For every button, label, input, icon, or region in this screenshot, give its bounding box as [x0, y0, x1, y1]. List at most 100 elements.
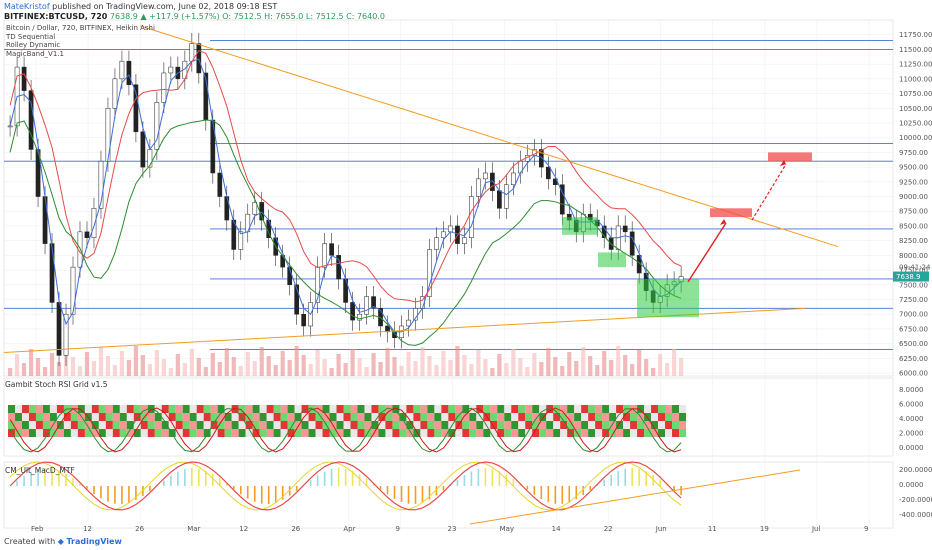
y-tick-label: 6500.00 — [899, 340, 928, 348]
stoch-grid-cell — [8, 405, 15, 413]
stoch-grid-cell — [581, 421, 589, 429]
macd-trendline — [469, 469, 801, 525]
candle-body — [112, 78, 118, 109]
macd-histogram-bar — [93, 486, 95, 494]
macd-pane-label[interactable]: CM_Ult_MacD_MTF — [5, 466, 75, 475]
stoch-grid-cell — [203, 405, 211, 413]
stoch-grid-cell — [63, 421, 71, 429]
volume-bar — [623, 355, 628, 376]
stoch-grid-cell — [210, 405, 218, 413]
stoch-grid-cell — [539, 421, 547, 429]
macd-histogram-bar — [163, 480, 165, 486]
volume-bar — [224, 348, 229, 376]
stoch-grid-cell — [140, 429, 148, 437]
macd-histogram-bar — [386, 486, 389, 495]
stoch-grid-cell — [427, 413, 435, 421]
stoch-grid-cell — [245, 429, 253, 437]
stoch-grid-cell — [616, 429, 624, 437]
stoch-grid-cell — [392, 421, 400, 429]
stoch-grid-cell — [448, 429, 456, 437]
volume-bar — [98, 347, 104, 376]
stoch-grid-cell — [434, 429, 442, 437]
stoch-grid-cell — [490, 413, 498, 421]
volume-bar — [399, 366, 404, 376]
stoch-grid-cell — [126, 421, 134, 429]
y-tick-label: 8250.00 — [899, 237, 928, 245]
symbol-name[interactable]: BITFINEX:BTCUSD, 720 — [4, 12, 108, 21]
volume-bar — [266, 356, 271, 376]
volume-bar — [238, 366, 243, 376]
volume-bar — [455, 346, 460, 376]
stoch-grid-cell — [105, 421, 113, 429]
stoch-grid-cell — [539, 413, 547, 421]
stoch-grid-cell — [154, 421, 162, 429]
macd-histogram-bar — [51, 468, 53, 486]
volume-bar — [259, 347, 264, 376]
stoch-grid-cell — [210, 421, 218, 429]
candle-body — [28, 90, 34, 150]
stoch-grid-cell — [371, 421, 379, 429]
stoch-tick-label: 8.0000 — [899, 386, 924, 394]
stoch-grid-cell — [602, 421, 610, 429]
indicator-label[interactable]: TD Sequential — [6, 32, 56, 41]
macd-signal-line — [9, 461, 682, 511]
x-tick-label: 11 — [708, 525, 717, 533]
footer-brand[interactable]: TradingView — [66, 537, 122, 546]
stoch-grid-cell — [273, 421, 281, 429]
volume-bar — [70, 357, 76, 376]
volume-bar — [378, 362, 383, 376]
macd-histogram-bar — [666, 484, 668, 486]
stoch-grid-cell — [364, 421, 372, 429]
stoch-grid-cell — [273, 405, 281, 413]
macd-histogram-bar — [365, 478, 368, 486]
stoch-grid-cell — [651, 413, 659, 421]
stoch-grid-cell — [658, 429, 666, 437]
red-band-line — [9, 50, 682, 303]
stoch-grid-cell — [308, 421, 316, 429]
stoch-grid-cell — [280, 405, 288, 413]
stoch-grid-cell — [147, 429, 155, 437]
macd-histogram-bar — [274, 486, 277, 503]
macd-histogram-bar — [107, 486, 109, 502]
stoch-grid-cell — [448, 413, 456, 421]
stoch-grid-cell — [511, 413, 519, 421]
macd-histogram-bar — [505, 474, 508, 486]
stoch-grid-cell — [98, 421, 106, 429]
stoch-grid-cell — [329, 413, 337, 421]
stoch-grid-cell — [161, 413, 169, 421]
volume-bar — [490, 368, 495, 376]
y-tick-label: 9250.00 — [899, 178, 928, 186]
stoch-grid-cell — [588, 429, 596, 437]
stoch-grid-cell — [553, 421, 561, 429]
macd-histogram-bar — [638, 468, 640, 486]
stoch-grid-cell — [616, 421, 624, 429]
volume-bar — [630, 364, 635, 376]
volume-bar — [504, 363, 509, 376]
stoch-grid-cell — [427, 429, 435, 437]
candle-body — [538, 149, 544, 168]
stoch-grid-cell — [175, 413, 183, 421]
macd-histogram-bar — [491, 468, 494, 486]
stoch-grid-cell — [287, 405, 295, 413]
stoch-pane-label[interactable]: Gambit Stoch RSI Grid v1.5 — [5, 380, 108, 389]
stoch-grid-cell — [77, 429, 85, 437]
candle-body — [63, 313, 69, 356]
y-tick-label: 7500.00 — [899, 281, 928, 289]
macd-histogram-bar — [421, 486, 424, 503]
macd-pane-border — [3, 461, 894, 529]
indicator-label[interactable]: Bitcoin / Dollar, 720, BITFINEX, Heikin … — [6, 24, 155, 32]
stoch-grid-cell — [427, 405, 435, 413]
stoch-grid-cell — [532, 413, 540, 421]
macd-histogram-bar — [435, 486, 438, 496]
stoch-grid-cell — [504, 413, 512, 421]
stoch-grid-cell — [112, 429, 120, 437]
indicator-label[interactable]: Rolley Dynamic — [6, 41, 61, 49]
stoch-grid-cell — [490, 421, 498, 429]
stoch-grid-cell — [322, 429, 330, 437]
indicator-label[interactable]: MagicBand_V1.1 — [6, 49, 64, 58]
candle-body — [622, 225, 628, 233]
author-link[interactable]: MateKristof — [4, 2, 50, 11]
stoch-grid-cell — [434, 405, 442, 413]
stoch-grid-cell — [483, 429, 491, 437]
volume-bar — [679, 358, 684, 376]
